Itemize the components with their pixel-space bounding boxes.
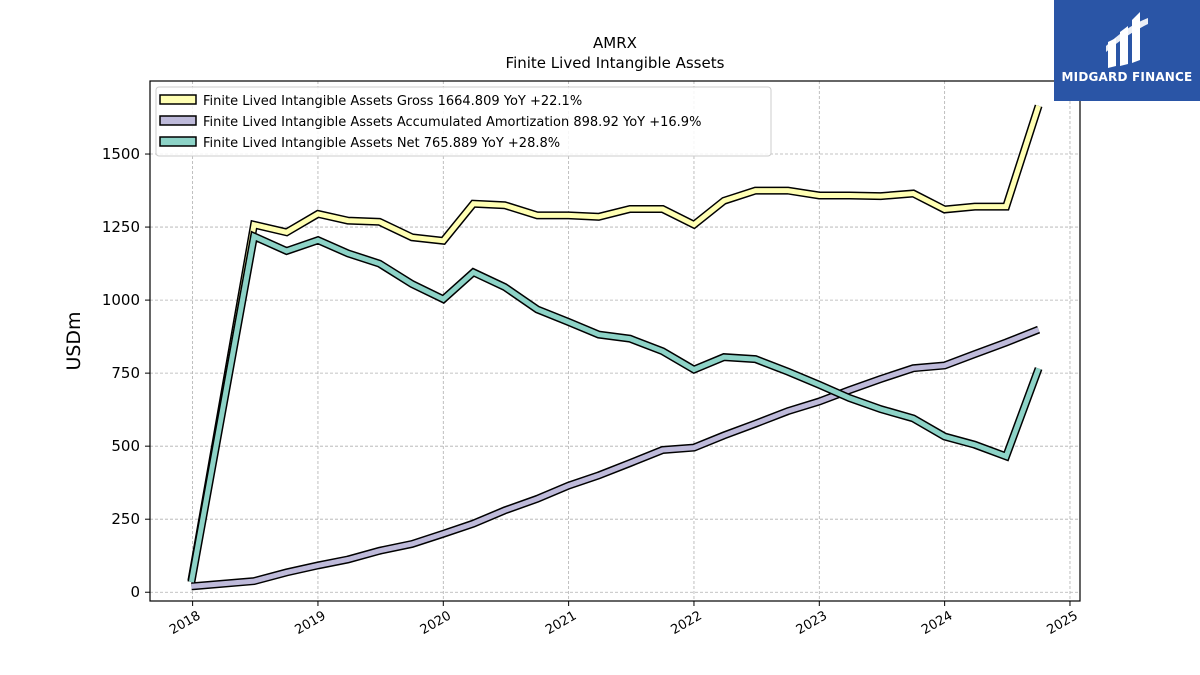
series-line (191, 327, 1040, 589)
y-tick-label: 250 (111, 510, 140, 528)
plot-frame (149, 80, 1081, 602)
legend-box (155, 86, 772, 157)
y-tick-label: 500 (111, 437, 140, 455)
y-tick-label: 750 (111, 364, 140, 382)
series-line (188, 105, 1041, 582)
x-tick-label: 2020 (418, 608, 454, 638)
legend-swatch (159, 136, 197, 147)
x-tick-label: 2025 (1044, 608, 1080, 638)
legend: Finite Lived Intangible Assets Gross 166… (155, 86, 772, 157)
x-tick-label: 2024 (919, 608, 955, 638)
x-tick-label: 2022 (668, 608, 704, 638)
series-line-outline (187, 230, 1043, 583)
legend-label: Finite Lived Intangible Assets Net 765.8… (203, 136, 560, 151)
y-axis-label: USDm (63, 311, 85, 370)
brand-logo: MIDGARD FINANCE (1054, 0, 1200, 101)
y-tick-label: 0 (130, 583, 140, 601)
x-tick-label: 2021 (543, 608, 579, 638)
chart-subtitle: Finite Lived Intangible Assets (506, 54, 725, 72)
y-tick-label: 1000 (102, 291, 140, 309)
series-layer (187, 104, 1043, 591)
series-line-outline (187, 104, 1043, 582)
y-tick-label: 1250 (102, 218, 140, 236)
legend-swatch (159, 115, 197, 126)
brand-name: MIDGARD FINANCE (1061, 70, 1193, 84)
y-tick-label: 1500 (102, 145, 140, 163)
grid (150, 81, 1080, 601)
x-tick-label: 2023 (794, 608, 830, 638)
legend-swatch (159, 94, 197, 105)
series-line (188, 232, 1041, 583)
legend-label: Finite Lived Intangible Assets Gross 166… (203, 94, 582, 109)
x-tick-label: 2018 (167, 608, 203, 638)
brand-mark-icon (1106, 12, 1148, 68)
legend-label: Finite Lived Intangible Assets Accumulat… (203, 115, 701, 130)
x-tick-label: 2019 (292, 608, 328, 638)
chart-title: AMRX (593, 34, 637, 52)
